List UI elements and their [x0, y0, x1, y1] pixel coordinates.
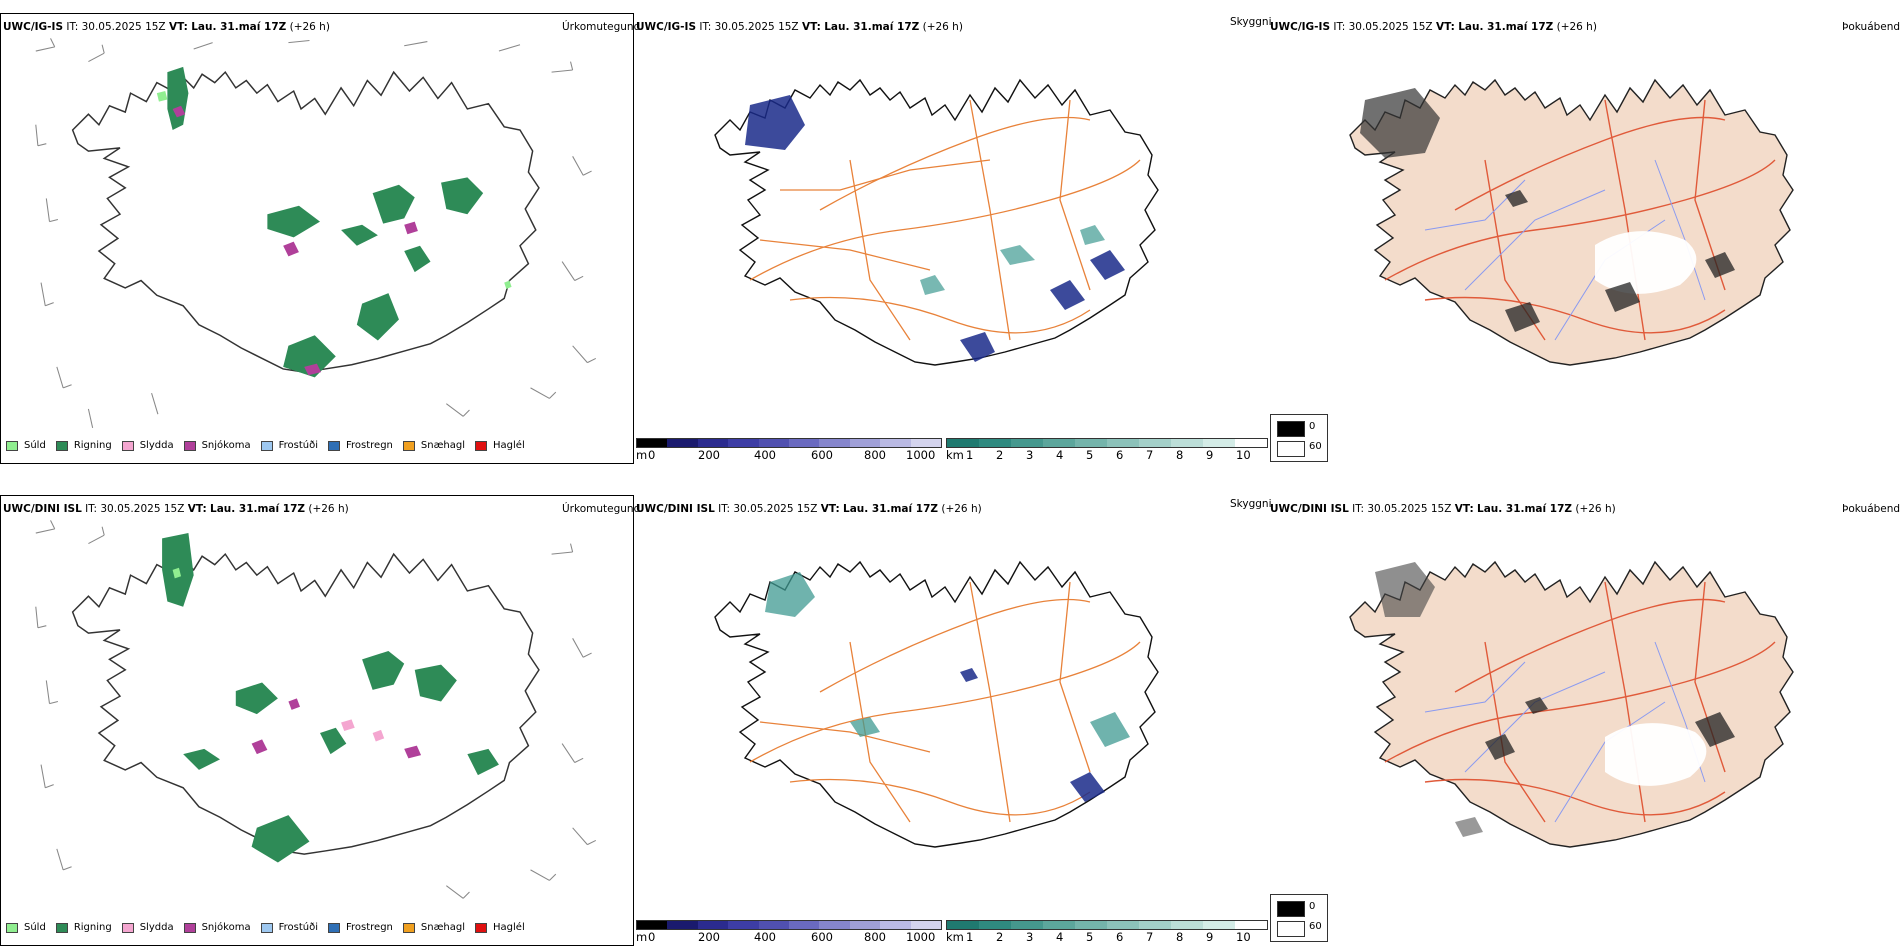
fog-shading — [1375, 562, 1735, 837]
height-tick: 0 — [648, 930, 656, 944]
vis-unit: km — [946, 448, 964, 462]
legend-item: Snjókoma — [183, 922, 251, 933]
snow-areas — [251, 698, 422, 759]
legend-item: Frostúði — [260, 922, 318, 933]
height-tick: 800 — [864, 448, 886, 462]
height-tick: 200 — [698, 448, 720, 462]
precip-legend: Súld Rigning Slydda Snjókoma Frostúði Fr… — [6, 440, 535, 451]
vis-tick: 7 — [1146, 448, 1154, 462]
precip-legend: Súld Rigning Slydda Snjókoma Frostúði Fr… — [6, 922, 535, 933]
vis-tick: 8 — [1176, 448, 1184, 462]
rain-areas — [162, 533, 499, 863]
height-tick: 200 — [698, 930, 720, 944]
visibility-shading — [765, 572, 1130, 802]
legend-item: Slydda — [121, 922, 174, 933]
fog-legend: 0 60 — [1270, 894, 1328, 942]
height-unit: m — [636, 930, 648, 944]
drizzle-areas — [156, 91, 512, 289]
panel-header: UWC/IG-IS IT: 30.05.2025 15Z VT: Lau. 31… — [1270, 21, 1597, 33]
vis-tick: 6 — [1116, 448, 1124, 462]
vis-tick: 2 — [996, 930, 1004, 944]
height-tick: 800 — [864, 930, 886, 944]
visibility-colorbar — [946, 438, 1268, 448]
fog-title: Þokuábendi — [1842, 503, 1900, 515]
vis-tick: 3 — [1026, 448, 1034, 462]
height-colorbar — [636, 438, 942, 448]
height-colorbar — [636, 920, 942, 930]
legend-item: Súld — [6, 922, 46, 933]
roads — [1384, 581, 1776, 823]
legend-item: Slydda — [121, 440, 174, 451]
fog-shading — [1360, 88, 1735, 332]
fog-legend: 0 60 — [1270, 414, 1328, 462]
vis-tick: 5 — [1086, 930, 1094, 944]
panel-header: UWC/IG-IS IT: 30.05.2025 15Z VT: Lau. 31… — [636, 21, 963, 33]
height-unit: m — [636, 448, 648, 462]
vis-tick: 7 — [1146, 930, 1154, 944]
legend-item: Snæhagl — [402, 440, 465, 451]
fog-map — [1349, 79, 1794, 366]
drizzle-areas — [172, 567, 182, 579]
snow-areas — [172, 105, 418, 376]
legend-item: Rigning — [55, 922, 112, 933]
vis-tick: 5 — [1086, 448, 1094, 462]
roads — [749, 99, 1141, 341]
panel-header: UWC/DINI ISL IT: 30.05.2025 15Z VT: Lau.… — [3, 503, 349, 515]
wind-barbs — [35, 38, 597, 429]
visibility-map — [714, 561, 1159, 848]
vis-tick: 8 — [1176, 930, 1184, 944]
height-tick: 0 — [648, 448, 656, 462]
legend-item: Rigning — [55, 440, 112, 451]
visibility-shading — [745, 95, 1125, 362]
precip-title: Úrkomutegund — [562, 503, 641, 515]
legend-item: Frostregn — [328, 922, 393, 933]
vis-tick: 9 — [1206, 448, 1214, 462]
vis-tick: 3 — [1026, 930, 1034, 944]
vis-unit: km — [946, 930, 964, 944]
vis-tick: 1 — [966, 448, 974, 462]
legend-item: Haglél — [475, 922, 525, 933]
vis-tick: 9 — [1206, 930, 1214, 944]
precip-title: Úrkomutegund — [562, 21, 641, 33]
vis-tick: 4 — [1056, 930, 1064, 944]
visibility-map — [714, 79, 1159, 366]
legend-item: Haglél — [475, 440, 525, 451]
legend-item: Snæhagl — [402, 922, 465, 933]
panel-header: UWC/IG-IS IT: 30.05.2025 15Z VT: Lau. 31… — [3, 21, 330, 33]
fog-map — [1349, 561, 1794, 848]
fog-title: Þokuábendi — [1842, 21, 1900, 33]
wind-barbs — [35, 520, 597, 899]
height-tick: 1000 — [906, 448, 936, 462]
legend-item: Súld — [6, 440, 46, 451]
vis-tick: 2 — [996, 448, 1004, 462]
panel-header: UWC/DINI ISL IT: 30.05.2025 15Z VT: Lau.… — [1270, 503, 1616, 515]
vis-tick: 10 — [1236, 448, 1251, 462]
vis-tick: 4 — [1056, 448, 1064, 462]
vis-tick: 10 — [1236, 930, 1251, 944]
roads — [749, 581, 1141, 823]
precip-map — [35, 520, 597, 899]
sleet-areas — [341, 719, 385, 742]
visibility-title: Skyggni — [1230, 16, 1272, 28]
visibility-title: Skyggni — [1230, 498, 1272, 510]
legend-item: Snjókoma — [183, 440, 251, 451]
height-tick: 400 — [754, 930, 776, 944]
height-tick: 1000 — [906, 930, 936, 944]
precip-map — [35, 38, 597, 429]
legend-item: Frostúði — [260, 440, 318, 451]
height-tick: 600 — [811, 930, 833, 944]
vis-tick: 6 — [1116, 930, 1124, 944]
visibility-colorbar — [946, 920, 1268, 930]
height-tick: 400 — [754, 448, 776, 462]
vis-tick: 1 — [966, 930, 974, 944]
height-tick: 600 — [811, 448, 833, 462]
legend-item: Frostregn — [328, 440, 393, 451]
panel-header: UWC/DINI ISL IT: 30.05.2025 15Z VT: Lau.… — [636, 503, 982, 515]
